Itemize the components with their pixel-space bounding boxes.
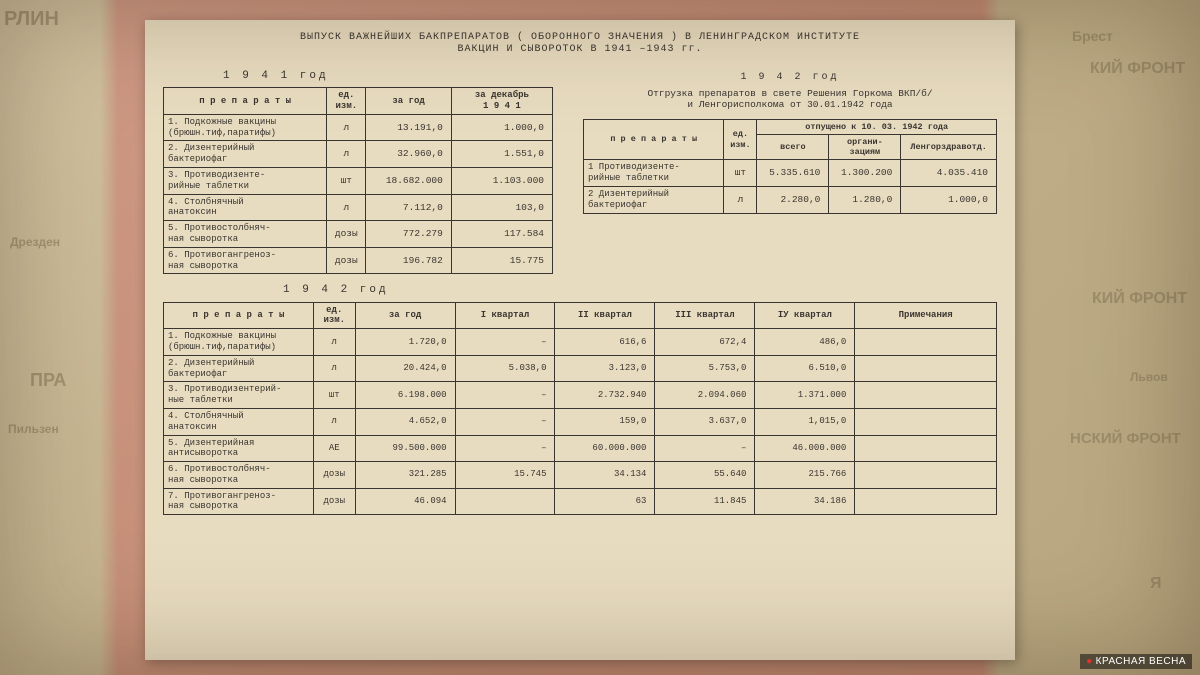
map-label: Дрезден — [10, 235, 60, 249]
map-label: Пильзен — [8, 422, 59, 436]
table-1941: п р е п а р а т ыед.изм.за годза декабрь… — [163, 87, 553, 274]
year-1942b-label: 1 9 4 2 год — [283, 284, 997, 297]
year-1941-label: 1 9 4 1 год — [223, 70, 553, 83]
title-line-2: ВАКЦИН И СЫВОРОТОК В 1941 –1943 гг. — [163, 44, 997, 56]
watermark: ●КРАСНАЯ ВЕСНА — [1080, 654, 1192, 669]
subtext-1942: Отгрузка препаратов в свете Решения Горк… — [583, 88, 997, 111]
map-label: Брест — [1072, 28, 1113, 44]
map-label: Львов — [1130, 370, 1168, 384]
year-1942-label: 1 9 4 2 год — [583, 72, 997, 84]
doc-title: ВЫПУСК ВАЖНЕЙШИХ БАКПРЕПАРАТОВ ( ОБОРОНН… — [163, 32, 997, 56]
map-label: КИЙ ФРОНТ — [1090, 60, 1185, 78]
table-1942-quarterly: п р е п а р а т ыед.изм.за годI кварталI… — [163, 302, 997, 516]
map-label: ПРА — [30, 370, 66, 391]
table-1942-shipment: п р е п а р а т ыед.изм.отпущено к 10. 0… — [583, 119, 997, 214]
archival-document: ВЫПУСК ВАЖНЕЙШИХ БАКПРЕПАРАТОВ ( ОБОРОНН… — [145, 20, 1015, 660]
map-label: РЛИН — [4, 8, 59, 31]
map-label: Я — [1150, 575, 1162, 593]
title-line-1: ВЫПУСК ВАЖНЕЙШИХ БАКПРЕПАРАТОВ ( ОБОРОНН… — [163, 32, 997, 44]
map-label: КИЙ ФРОНТ — [1092, 290, 1187, 308]
map-label: НСКИЙ ФРОНТ — [1070, 430, 1181, 447]
